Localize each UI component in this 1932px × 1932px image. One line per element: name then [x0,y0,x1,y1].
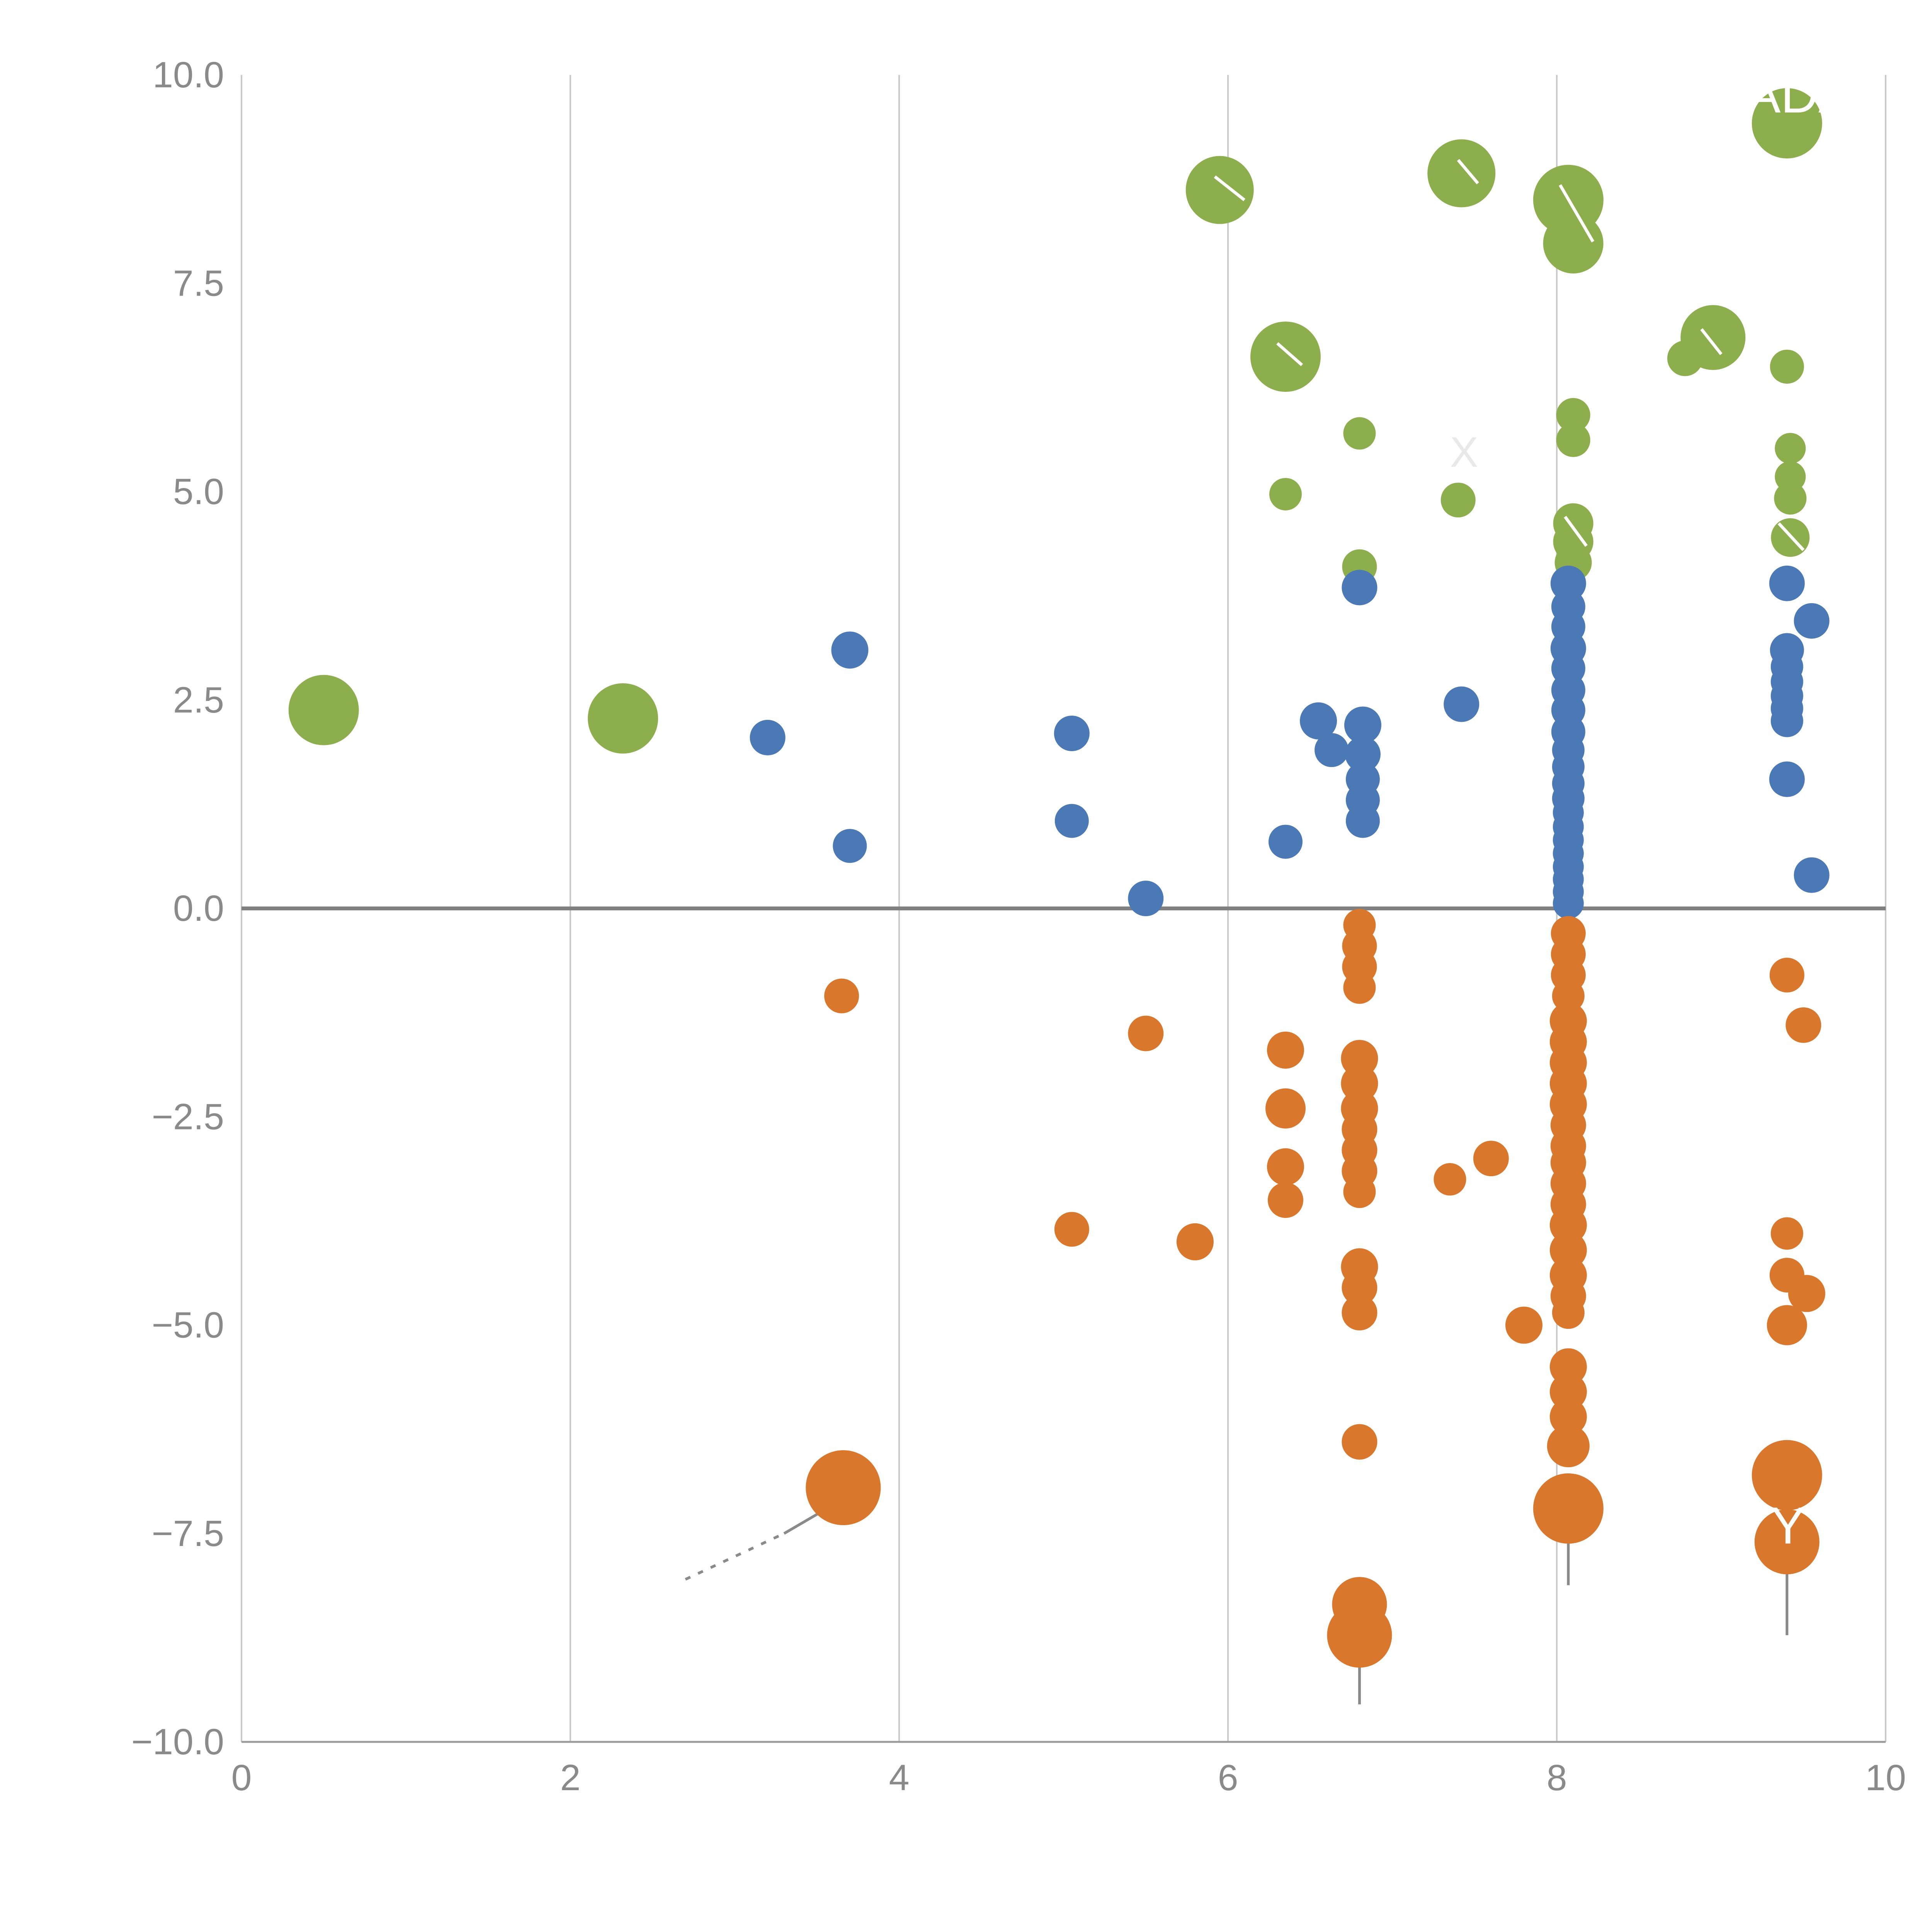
bubble-orange-3 [1128,1015,1164,1051]
bubble-orange-1 [806,1450,881,1526]
bubble-blue-3 [1054,716,1090,752]
chart-label-y: Y [1770,1497,1805,1555]
bubble-orange-32 [1552,980,1585,1012]
bubble-green-10 [1543,213,1604,274]
bubble-orange-59 [1752,1440,1822,1510]
chart-label-x: X [1450,429,1478,476]
bubble-orange-55 [1770,1217,1803,1250]
bubble-orange-8 [1267,1182,1303,1218]
bubble-orange-26 [1434,1163,1466,1196]
bubble-blue-4 [1054,804,1089,838]
bubble-green-2 [1185,156,1254,224]
bubble-blue-14 [1345,804,1380,838]
x-tick-label-4: 8 [1547,1757,1567,1798]
bubble-orange-57 [1788,1275,1825,1312]
bubble-blue-43 [1770,704,1803,737]
annotation-slash-6 [1777,522,1805,551]
x-tick-label-1: 2 [560,1757,581,1798]
y-tick-label-3: −2.5 [151,1096,224,1137]
y-tick-label-6: 5.0 [173,471,224,512]
y-tick-label-4: 0.0 [173,888,224,929]
bubble-blue-2 [833,829,867,863]
bubble-green-5 [1343,417,1376,450]
y-tick-label-8: 10.0 [153,54,224,95]
bubble-green-1 [588,683,658,754]
bubble-orange-22 [1342,1295,1378,1331]
annotation-slash-4 [1700,328,1723,355]
bubble-green-20 [1775,433,1806,464]
bubble-orange-53 [1769,957,1804,993]
annotation-slash-1 [1457,159,1479,184]
bubble-blue-36 [1769,565,1805,601]
x-tick-label-2: 4 [889,1757,910,1798]
bubble-green-17 [1680,305,1746,370]
annotation-slash-5 [1564,515,1588,547]
bubble-blue-10 [1344,706,1381,744]
bubble-blue-11 [1345,736,1381,772]
bubble-blue-5 [1128,881,1164,917]
bubble-orange-25 [1327,1602,1392,1668]
y-tick-label-2: −5.0 [151,1305,224,1346]
bubble-orange-27 [1473,1141,1509,1177]
bubble-green-22 [1774,482,1807,515]
annotation-slash-0 [1214,175,1246,201]
annotation-slash-2 [1559,184,1595,243]
bubble-green-0 [288,675,359,745]
bubble-blue-0 [750,719,786,755]
x-tick-label-5: 10 [1865,1757,1906,1798]
y-tick-label-1: −7.5 [151,1513,224,1554]
y-tick-label-0: −10.0 [131,1721,224,1762]
bubble-green-7 [1427,139,1496,207]
bubble-orange-58 [1767,1305,1807,1345]
bubble-orange-2 [1054,1212,1089,1247]
bubble-orange-12 [1343,971,1376,1004]
bubble-blue-7 [1300,702,1337,740]
y-tick-label-7: 7.5 [173,263,224,304]
bubble-green-4 [1269,478,1302,510]
bubble-blue-45 [1794,857,1830,893]
y-tick-label-5: 2.5 [173,680,224,721]
bubble-orange-6 [1265,1088,1306,1129]
bubble-orange-0 [824,978,859,1014]
bubble-blue-15 [1444,686,1480,722]
annotation-slash-3 [1276,342,1303,366]
bubble-blue-8 [1315,733,1349,767]
bubble-blue-6 [1268,825,1303,859]
bubble-blue-35 [1553,888,1584,919]
bubble-orange-52 [1533,1473,1604,1544]
bubble-orange-7 [1267,1148,1304,1185]
x-tick-label-3: 6 [1218,1757,1238,1798]
bubble-blue-1 [831,631,869,669]
bubble-orange-19 [1343,1175,1376,1208]
annotation-stem-3 [685,1532,785,1581]
bubble-blue-9 [1342,570,1378,605]
bubble-green-19 [1770,349,1804,384]
bubble-orange-21 [1342,1270,1378,1306]
bubble-orange-50 [1549,1398,1587,1435]
bubble-orange-4 [1176,1223,1214,1260]
bubble-orange-47 [1552,1296,1585,1329]
bubble-green-3 [1250,321,1321,392]
bubble-orange-51 [1547,1425,1590,1468]
bubble-orange-23 [1342,1424,1378,1460]
bubble-orange-28 [1505,1306,1543,1344]
x-tick-label-0: 0 [231,1757,252,1798]
bubble-orange-60 [1754,1509,1820,1575]
bubble-blue-44 [1769,761,1805,797]
bubble-green-8 [1440,483,1476,518]
bubble-green-18 [1752,88,1822,159]
bubble-green-12 [1556,423,1590,457]
chart-label-ada: ADA [1746,65,1853,124]
bubble-orange-54 [1786,1007,1821,1043]
bubble-orange-5 [1267,1031,1304,1069]
bubble-blue-37 [1794,603,1830,639]
bubble-green-11 [1556,398,1590,432]
